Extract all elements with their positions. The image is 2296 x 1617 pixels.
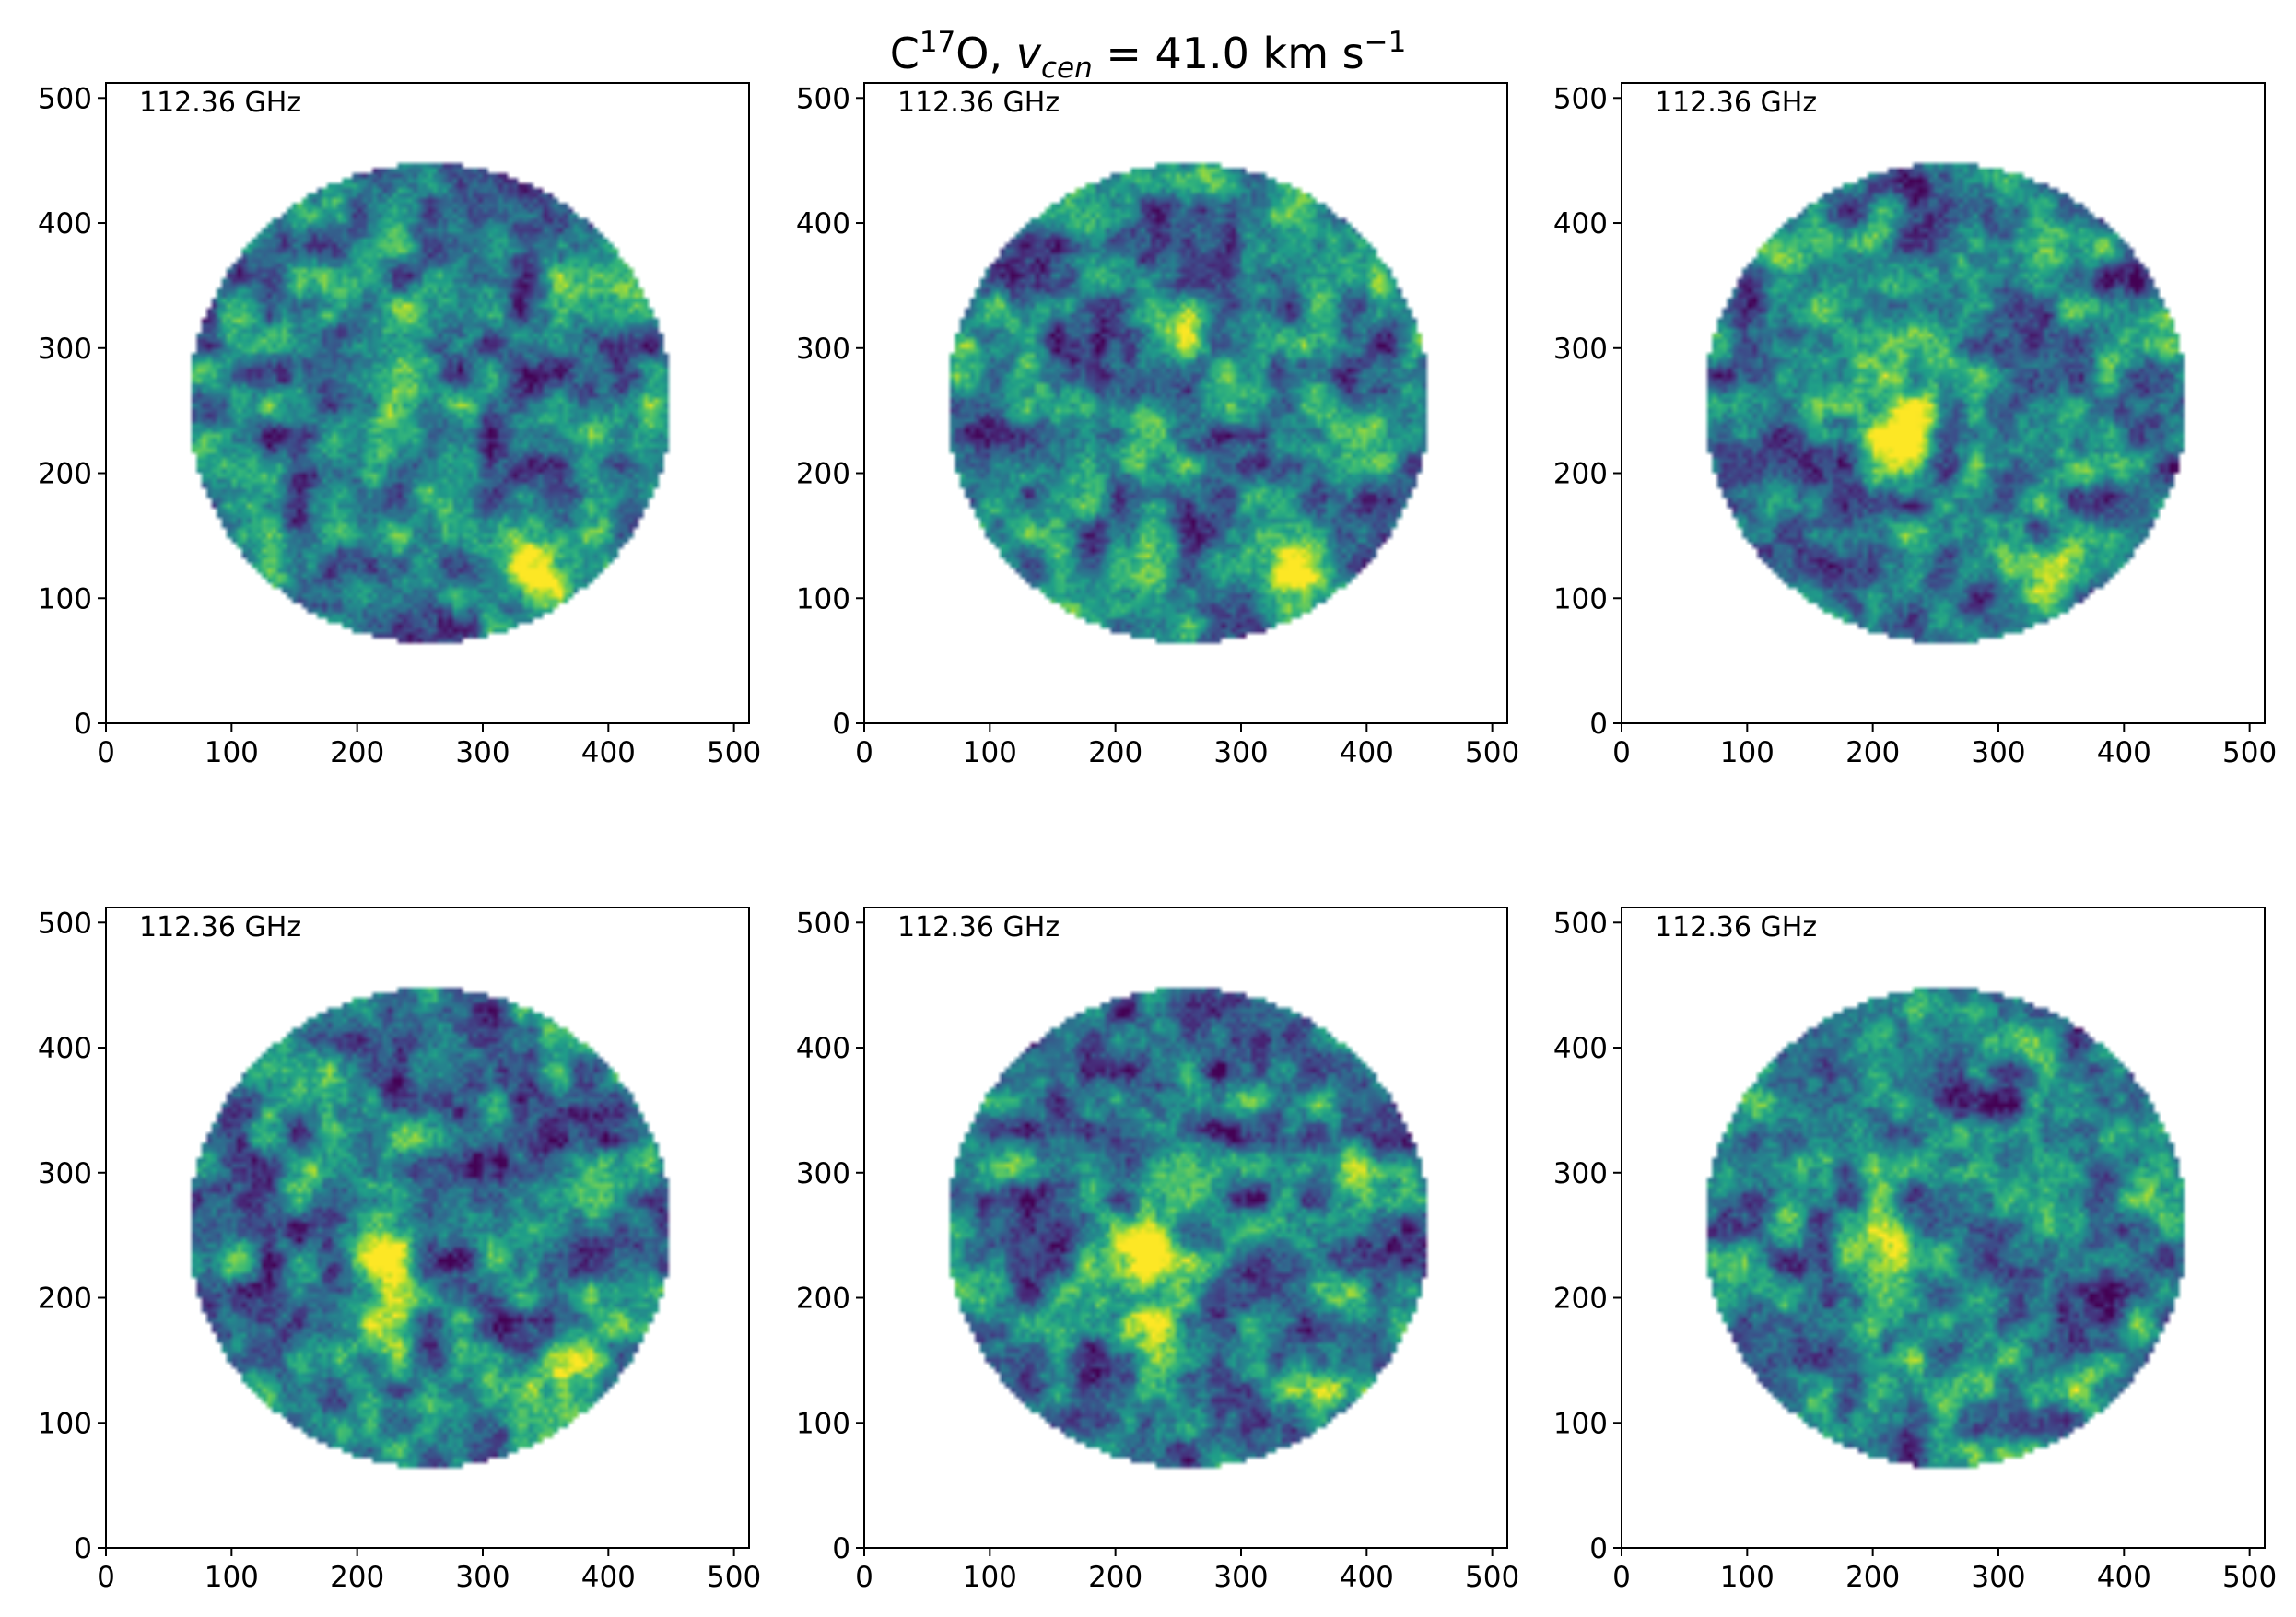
- y-tick-label: 100: [1553, 1407, 1608, 1440]
- panel-5: 0 100 200 300 400 500 0 100 200 300 400 500 112.36 G…: [796, 907, 1519, 1594]
- heatmap-image: [864, 908, 1507, 1548]
- x-tick-label: 200: [1845, 736, 1900, 769]
- x-tick-label: 500: [707, 736, 761, 769]
- x-tick-label: 500: [707, 1561, 761, 1594]
- axes-frame: [863, 82, 1508, 724]
- y-tick-label: 500: [796, 82, 850, 115]
- x-tick-label: 0: [97, 1561, 115, 1594]
- x-tick-label: 0: [97, 736, 115, 769]
- x-tick-label: 200: [1088, 736, 1142, 769]
- x-tick-label: 200: [1845, 1561, 1900, 1594]
- panel-3: 0 100 200 300 400 500 0 100 200 300 400 500 112.36 G…: [1553, 82, 2277, 769]
- x-tick-label: 0: [855, 1561, 873, 1594]
- x-tick-label: 500: [2222, 736, 2277, 769]
- panel-2: 0 100 200 300 400 500 0 100 200 300 400 500 112.36 G…: [796, 82, 1519, 769]
- axes-frame: [105, 82, 750, 724]
- axes-frame: [1621, 82, 2266, 724]
- panel-6: 0 100 200 300 400 500 0 100 200 300 400 500 112.36 G…: [1553, 907, 2277, 1594]
- frequency-annotation: 112.36 GHz: [1655, 911, 1817, 943]
- y-tick-label: 200: [38, 1283, 92, 1316]
- x-tick-label: 500: [1465, 1561, 1519, 1594]
- x-tick-label: 500: [1465, 736, 1519, 769]
- y-tick-label: 100: [38, 582, 92, 615]
- x-tick-label: 200: [330, 1561, 384, 1594]
- frequency-annotation: 112.36 GHz: [139, 87, 301, 119]
- y-tick-label: 200: [796, 1283, 850, 1316]
- y-tick-label: 200: [1553, 1283, 1608, 1316]
- heatmap-image: [106, 908, 749, 1548]
- y-tick-label: 0: [74, 1532, 92, 1565]
- x-tick-label: 0: [1612, 1561, 1631, 1594]
- heatmap-image: [1622, 83, 2265, 723]
- heatmap-image: [864, 83, 1507, 723]
- x-tick-label: 400: [2097, 1561, 2151, 1594]
- frequency-annotation: 112.36 GHz: [897, 87, 1060, 119]
- y-tick-label: 300: [38, 333, 92, 366]
- y-tick-label: 0: [832, 1532, 850, 1565]
- y-tick-label: 200: [1553, 458, 1608, 491]
- y-tick-label: 400: [38, 1032, 92, 1065]
- x-tick-label: 100: [205, 1561, 259, 1594]
- y-tick-label: 500: [796, 907, 850, 940]
- y-tick-label: 300: [1553, 333, 1608, 366]
- x-tick-label: 100: [1720, 736, 1775, 769]
- x-tick-label: 300: [1213, 736, 1268, 769]
- y-tick-label: 0: [1589, 1532, 1608, 1565]
- axes-frame: [105, 907, 750, 1549]
- y-tick-label: 500: [1553, 82, 1608, 115]
- panel-4: 0 100 200 300 400 500 0 100 200 300 400 500 112.36 G…: [38, 907, 761, 1594]
- y-tick-label: 500: [38, 907, 92, 940]
- y-tick-label: 0: [1589, 708, 1608, 741]
- y-tick-label: 0: [832, 708, 850, 741]
- y-tick-label: 500: [1553, 907, 1608, 940]
- x-tick-label: 300: [1213, 1561, 1268, 1594]
- x-tick-label: 200: [330, 736, 384, 769]
- x-tick-label: 0: [1612, 736, 1631, 769]
- y-tick-label: 100: [796, 582, 850, 615]
- x-tick-label: 0: [855, 736, 873, 769]
- axes-frame: [863, 907, 1508, 1549]
- x-tick-label: 100: [205, 736, 259, 769]
- x-tick-label: 400: [581, 1561, 636, 1594]
- x-tick-label: 100: [963, 736, 1017, 769]
- x-tick-label: 200: [1088, 1561, 1142, 1594]
- y-tick-label: 300: [1553, 1157, 1608, 1190]
- figure-title: C17O, vcen = 41.0 km s−1: [890, 26, 1407, 85]
- x-tick-label: 100: [963, 1561, 1017, 1594]
- y-tick-label: 100: [38, 1407, 92, 1440]
- heatmap-image: [1622, 908, 2265, 1548]
- y-tick-label: 500: [38, 82, 92, 115]
- frequency-annotation: 112.36 GHz: [897, 911, 1060, 943]
- y-tick-label: 100: [1553, 582, 1608, 615]
- panel-1: 0 100 200 300 400 500 0 100 200 300 400 500 112.36 G…: [38, 82, 761, 769]
- y-tick-label: 0: [74, 708, 92, 741]
- axes-frame: [1621, 907, 2266, 1549]
- frequency-annotation: 112.36 GHz: [1655, 87, 1817, 119]
- y-tick-label: 100: [796, 1407, 850, 1440]
- frequency-annotation: 112.36 GHz: [139, 911, 301, 943]
- y-tick-label: 400: [796, 207, 850, 240]
- x-tick-label: 300: [1971, 736, 2025, 769]
- x-tick-label: 300: [1971, 1561, 2025, 1594]
- y-tick-label: 300: [796, 1157, 850, 1190]
- y-tick-label: 300: [38, 1157, 92, 1190]
- x-tick-label: 100: [1720, 1561, 1775, 1594]
- x-tick-label: 400: [1340, 1561, 1394, 1594]
- x-tick-label: 400: [581, 736, 636, 769]
- y-tick-label: 400: [38, 207, 92, 240]
- y-tick-label: 200: [796, 458, 850, 491]
- y-tick-label: 200: [38, 458, 92, 491]
- x-tick-label: 300: [455, 736, 510, 769]
- x-tick-label: 400: [2097, 736, 2151, 769]
- heatmap-image: [106, 83, 749, 723]
- x-tick-label: 400: [1340, 736, 1394, 769]
- x-tick-label: 500: [2222, 1561, 2277, 1594]
- y-tick-label: 400: [796, 1032, 850, 1065]
- y-tick-label: 400: [1553, 207, 1608, 240]
- x-tick-label: 300: [455, 1561, 510, 1594]
- y-tick-label: 300: [796, 333, 850, 366]
- y-tick-label: 400: [1553, 1032, 1608, 1065]
